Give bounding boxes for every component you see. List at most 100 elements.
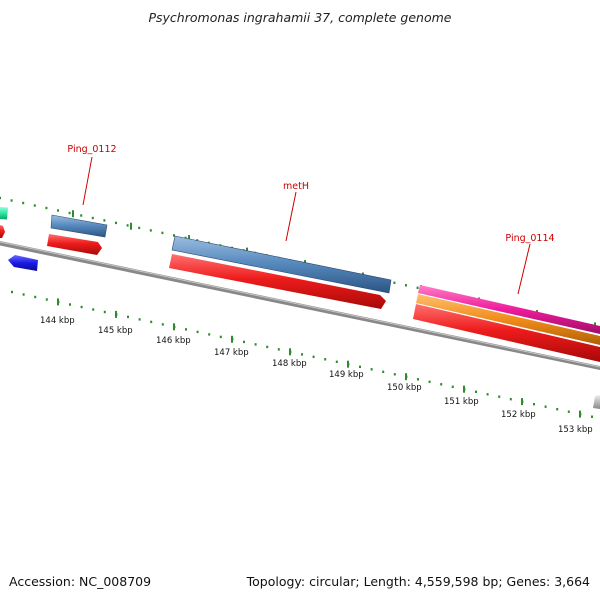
scale-label-148-kbp: 148 kbp bbox=[272, 359, 307, 369]
feature-red-partial bbox=[0, 225, 5, 238]
scale-label-150-kbp: 150 kbp bbox=[387, 383, 422, 393]
tick-dot bbox=[103, 310, 106, 314]
tick-dot bbox=[417, 378, 419, 381]
tick-dot bbox=[359, 365, 361, 368]
major-tick bbox=[231, 335, 233, 343]
major-tick bbox=[72, 210, 74, 218]
gene-ping-0114-orange-bar bbox=[416, 294, 600, 345]
tick-dot bbox=[208, 333, 211, 336]
tick-dot bbox=[393, 373, 396, 376]
major-tick bbox=[463, 385, 465, 393]
tick-dot bbox=[533, 403, 535, 406]
tick-dot bbox=[440, 383, 443, 386]
feature-green-partial bbox=[0, 207, 8, 220]
scale-label-144-kbp: 144 kbp bbox=[40, 316, 75, 326]
gene-ping-0114-magenta-bar bbox=[418, 285, 600, 334]
major-tick bbox=[115, 310, 117, 318]
major-tick bbox=[57, 298, 59, 306]
tick-dot bbox=[301, 353, 303, 356]
tick-dot bbox=[428, 380, 431, 383]
tick-dot bbox=[335, 360, 338, 363]
tick-dot bbox=[68, 211, 71, 215]
major-tick bbox=[521, 398, 523, 406]
feature-blue-reverse bbox=[8, 255, 38, 271]
map-title: Psychromonas ingrahamii 37, complete gen… bbox=[148, 10, 451, 25]
tick-dot bbox=[127, 315, 129, 319]
genome-backbone-highlight bbox=[0, 241, 600, 368]
scale-label-151-kbp: 151 kbp bbox=[444, 397, 479, 407]
scale-label-149-kbp: 149 kbp bbox=[329, 370, 364, 380]
major-tick bbox=[347, 360, 349, 368]
tick-dot bbox=[185, 328, 187, 331]
major-tick bbox=[405, 373, 407, 381]
gene-meth-steel-bar bbox=[171, 235, 392, 294]
tick-dot bbox=[405, 284, 407, 287]
major-tick bbox=[579, 410, 581, 418]
tick-dot bbox=[161, 323, 164, 326]
tick-dot bbox=[34, 295, 37, 299]
tick-dot bbox=[11, 290, 13, 294]
tick-dot bbox=[57, 209, 59, 212]
tick-dot bbox=[126, 224, 129, 227]
tick-dot bbox=[266, 345, 269, 349]
feature-gray-partial bbox=[593, 395, 600, 409]
scale-labels: 144 kbp 145 kbp 146 kbp 147 kbp 148 kbp … bbox=[40, 316, 593, 435]
tick-dot bbox=[312, 355, 315, 358]
scale-label-147-kbp: 147 kbp bbox=[214, 348, 249, 358]
tick-dot bbox=[370, 368, 373, 371]
tick-dot bbox=[69, 303, 71, 306]
tick-dot bbox=[80, 305, 83, 309]
gene-ping-0112-red-cds bbox=[47, 234, 102, 255]
tick-dot bbox=[591, 415, 593, 418]
gene-meth-red-cds bbox=[169, 254, 386, 309]
tick-dot bbox=[498, 395, 501, 398]
tick-dot bbox=[45, 206, 48, 210]
accession-text: Accession: NC_008709 bbox=[9, 574, 151, 589]
scale-label-153-kbp: 153 kbp bbox=[558, 425, 593, 435]
tick-dot bbox=[196, 330, 199, 334]
tick-dot bbox=[22, 293, 25, 296]
tick-dot bbox=[243, 340, 245, 344]
tick-dot bbox=[161, 231, 164, 235]
feature-track bbox=[0, 207, 600, 362]
inner-major-ticks bbox=[57, 298, 581, 418]
inner-tick-track bbox=[11, 290, 593, 418]
tick-dot bbox=[138, 318, 141, 321]
tick-dot bbox=[115, 221, 117, 225]
scale-label-145-kbp: 145 kbp bbox=[98, 326, 133, 336]
gene-label-meth: metH bbox=[283, 181, 309, 192]
gene-ping-0114-red-cds bbox=[413, 304, 600, 362]
tick-dot bbox=[0, 196, 1, 200]
gene-label-ping-0114: Ping_0114 bbox=[505, 233, 554, 244]
tick-dot bbox=[22, 201, 25, 205]
tick-dot bbox=[567, 410, 570, 413]
tick-dot bbox=[416, 286, 419, 289]
tick-dot bbox=[277, 348, 280, 351]
tick-dot bbox=[509, 398, 512, 401]
tick-dot bbox=[382, 370, 385, 373]
tick-dot bbox=[103, 219, 106, 222]
gene-labels: Ping_0112 metH Ping_0114 bbox=[67, 144, 555, 295]
scale-label-152-kbp: 152 kbp bbox=[501, 410, 536, 420]
gene-label-leader-meth bbox=[285, 191, 297, 242]
tick-dot bbox=[556, 408, 559, 411]
tick-dot bbox=[33, 204, 36, 207]
scale-label-146-kbp: 146 kbp bbox=[156, 336, 191, 346]
tick-dot bbox=[150, 320, 153, 324]
gene-ping-0112-steel-bar bbox=[50, 214, 108, 238]
tick-dot bbox=[10, 199, 13, 202]
tick-dot bbox=[91, 216, 94, 220]
gene-label-ping-0112: Ping_0112 bbox=[67, 144, 116, 155]
major-tick bbox=[289, 348, 291, 356]
tick-dot bbox=[92, 308, 95, 311]
tick-dot bbox=[45, 298, 48, 301]
major-tick bbox=[173, 323, 175, 331]
tick-dot bbox=[254, 343, 257, 346]
tick-dot bbox=[138, 226, 141, 230]
reverse-feature-track bbox=[8, 255, 600, 409]
tick-dot bbox=[219, 335, 222, 339]
gene-label-leader-ping-0114 bbox=[517, 243, 531, 295]
gene-label-leader-ping-0112 bbox=[82, 156, 93, 206]
tick-dot bbox=[393, 281, 396, 284]
